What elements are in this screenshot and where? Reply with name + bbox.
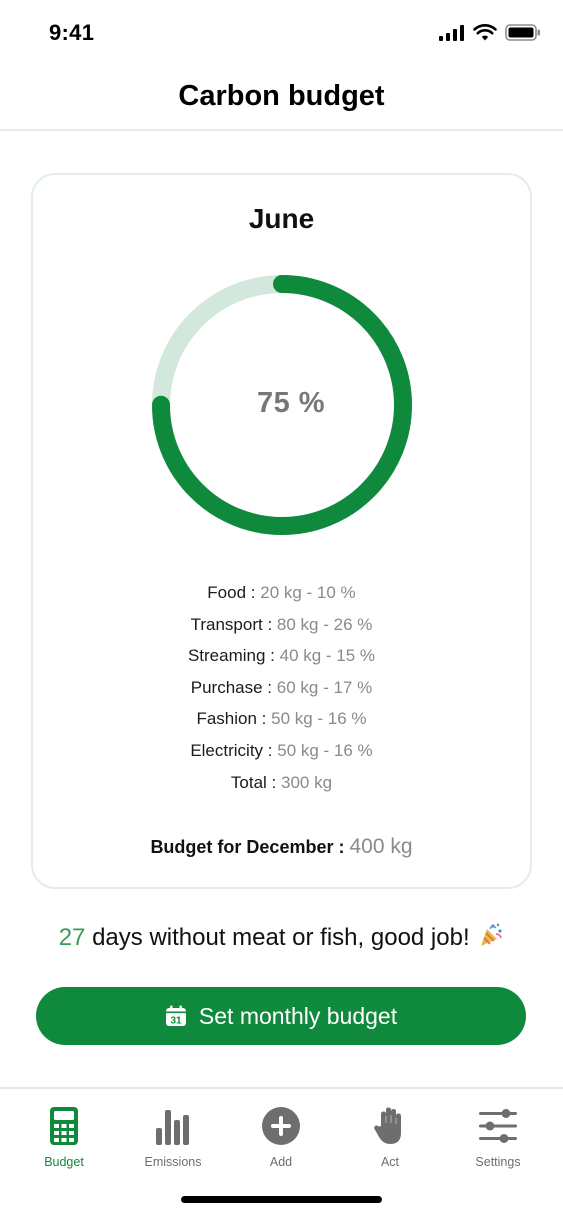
breakdown-row-food: Food : 20 kg - 10 %: [33, 580, 530, 612]
budget-card: June 75 % Food : 20 kg - 10 % Transport …: [31, 173, 532, 889]
budget-label: Budget for December :: [150, 837, 345, 857]
row-label: Purchase :: [190, 677, 273, 697]
set-monthly-budget-label: Set monthly budget: [198, 1002, 398, 1029]
row-label: Streaming :: [187, 646, 275, 666]
streak-message: 27 days without meat or fish, good job!: [0, 922, 563, 952]
tab-label: Settings: [475, 1155, 521, 1169]
row-label: Total :: [230, 772, 277, 792]
row-label: Fashion :: [196, 709, 267, 729]
status-time: 9:41: [49, 20, 95, 45]
tab-act[interactable]: Act: [340, 1105, 440, 1169]
bar-chart-icon: [156, 1110, 189, 1145]
row-value: 20 kg - 10 %: [260, 583, 356, 602]
battery-icon: [505, 24, 540, 41]
status-bar: 9:41: [0, 0, 563, 64]
row-value: 40 kg - 15 %: [279, 646, 376, 666]
calculator-icon: [50, 1107, 78, 1145]
row-value: 60 kg - 17 %: [276, 677, 373, 697]
tab-add[interactable]: Add: [231, 1105, 331, 1169]
calendar-icon: 31: [165, 1005, 186, 1027]
tab-settings[interactable]: Settings: [448, 1105, 548, 1169]
calendar-day: 31: [170, 1016, 182, 1027]
row-value: 80 kg - 26 %: [276, 614, 373, 634]
row-value: 50 kg - 16 %: [271, 709, 367, 729]
signal-icon: [439, 24, 464, 41]
plus-circle-icon: [262, 1107, 300, 1145]
breakdown-row-fashion: Fashion : 50 kg - 16 %: [33, 706, 530, 738]
set-monthly-budget-button[interactable]: 31 Set monthly budget: [36, 987, 526, 1045]
row-label: Transport :: [190, 614, 273, 634]
sliders-icon: [479, 1109, 517, 1143]
streak-count: 27: [58, 924, 86, 951]
header: Carbon budget: [0, 64, 563, 131]
breakdown-row-streaming: Streaming : 40 kg - 15 %: [33, 643, 530, 675]
month-title: June: [248, 203, 315, 234]
emission-breakdown: Food : 20 kg - 10 % Transport : 80 kg - …: [33, 580, 530, 801]
row-label: Electricity :: [190, 740, 273, 760]
ring-progress: [152, 275, 412, 535]
progress-percent-label: 75 %: [256, 387, 326, 419]
home-indicator: [181, 1196, 382, 1203]
tab-label: Add: [269, 1155, 293, 1169]
breakdown-row-transport: Transport : 80 kg - 26 %: [33, 612, 530, 644]
tab-label: Budget: [44, 1155, 84, 1169]
wifi-icon: [473, 24, 497, 41]
tab-budget[interactable]: Budget: [14, 1105, 114, 1169]
hand-icon: [374, 1107, 401, 1144]
row-value: 300 kg: [281, 772, 333, 792]
tab-label: Emissions: [144, 1155, 202, 1169]
tab-emissions[interactable]: Emissions: [123, 1105, 223, 1169]
page-title: Carbon budget: [178, 80, 385, 112]
row-label: Food :: [207, 583, 256, 602]
tab-label: Act: [380, 1155, 400, 1169]
breakdown-row-purchase: Purchase : 60 kg - 17 %: [33, 675, 530, 707]
streak-text: days without meat or fish, good job!: [92, 924, 470, 951]
status-icons: [439, 24, 541, 41]
budget-value: 400 kg: [349, 835, 413, 858]
breakdown-row-total: Total : 300 kg: [33, 770, 530, 802]
row-value: 50 kg - 16 %: [277, 740, 373, 760]
monthly-budget-line: Budget for December : 400 kg: [33, 835, 530, 859]
breakdown-row-electricity: Electricity : 50 kg - 16 %: [33, 738, 530, 770]
party-popper-icon: [481, 923, 502, 946]
budget-progress-ring: [152, 275, 412, 535]
